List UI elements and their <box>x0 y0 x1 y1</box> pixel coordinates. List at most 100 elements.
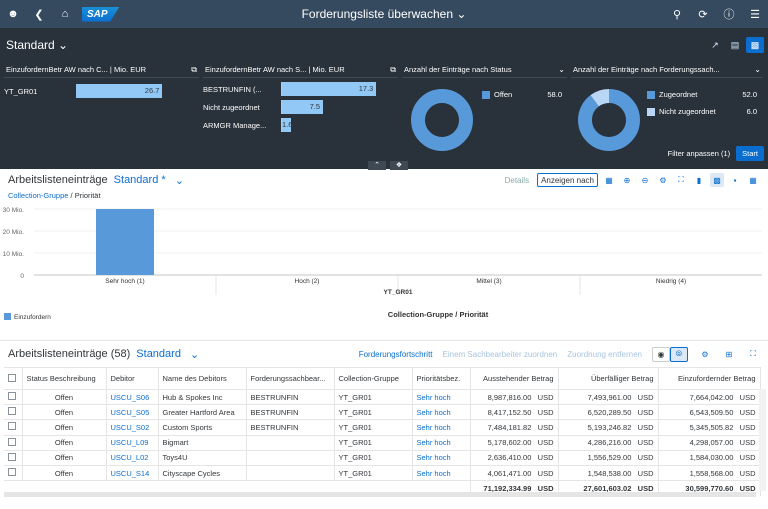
column-header[interactable]: Status Beschreibung <box>22 367 107 390</box>
table-variant[interactable]: Standard <box>136 348 181 360</box>
vertical-scrollbar[interactable] <box>759 389 766 491</box>
card-amount-by-agent[interactable]: EinzufordernBetr AW nach S... | Mio. EUR… <box>203 62 398 160</box>
debitor-link[interactable]: USCU_L09 <box>106 435 159 451</box>
column-header[interactable]: Collection-Gruppe <box>334 367 413 390</box>
row-checkbox[interactable] <box>8 392 16 401</box>
column-header[interactable]: Prioritätsbez. <box>412 367 471 390</box>
debitor-link[interactable]: USCU_S06 <box>106 389 159 406</box>
open-dialog-icon[interactable]: ⧉ <box>390 64 396 74</box>
row-checkbox[interactable] <box>8 437 16 446</box>
chevron-down-icon[interactable]: ⌄ <box>456 7 467 21</box>
legend-item[interactable]: Nicht zugeordnet 6.0 <box>647 107 757 116</box>
table-row[interactable]: Offen USCU_L02 Toys4U YT_GR01 Sehr hoch 2,636… <box>4 450 761 466</box>
chevron-down-icon[interactable]: ⌄ <box>186 348 200 361</box>
app-title[interactable]: Forderungsliste überwachen <box>301 7 453 21</box>
zoom-out-icon[interactable]: ⊖ <box>641 175 649 185</box>
chart-view-icon[interactable]: ▪ <box>733 175 737 185</box>
chevron-down-icon[interactable]: ⌄ <box>558 65 565 74</box>
horizontal-scrollbar[interactable] <box>4 492 756 497</box>
help-icon[interactable]: ⓘ <box>723 9 735 21</box>
card-count-by-status[interactable]: Anzahl der Einträge nach Status ⌄ Offen 5… <box>402 62 567 160</box>
table-view-icon[interactable]: ▦ <box>749 175 757 185</box>
fullscreen-icon[interactable]: ⛶ <box>678 175 684 184</box>
chevron-down-icon[interactable]: ⌄ <box>54 38 69 52</box>
debitor-link[interactable]: USCU_L02 <box>106 450 159 466</box>
card-count-by-agent[interactable]: Anzahl der Einträge nach Forderungssach.… <box>571 62 763 160</box>
card-amount-by-group[interactable]: EinzufordernBetr AW nach C... | Mio. EUR… <box>4 62 199 160</box>
row-select-cell[interactable] <box>4 465 23 482</box>
table-row[interactable]: Offen USCU_S14 Cityscape Cycles YT_GR01 Sehr… <box>4 465 761 482</box>
column-header[interactable]: Debitor <box>106 367 159 390</box>
home-icon[interactable]: ⌂ <box>61 8 69 20</box>
priority-link[interactable]: Sehr hoch <box>412 389 471 406</box>
hide-icon[interactable]: ⦾ <box>670 346 688 362</box>
details-button[interactable]: Details <box>504 175 530 185</box>
settings-icon[interactable]: ⚙ <box>659 175 667 185</box>
legend-toggle-icon[interactable]: ▦ <box>605 175 613 185</box>
row-checkbox[interactable] <box>8 407 16 416</box>
show-by-button[interactable]: Anzeigen nach <box>537 173 598 187</box>
assistant-icon[interactable]: ⟳ <box>698 8 708 21</box>
chart-type-icon[interactable]: ▮ <box>696 175 702 185</box>
select-all-cell[interactable] <box>4 367 23 390</box>
visual-filter-icon[interactable]: ▩ <box>746 37 764 53</box>
user-icon[interactable]: ☻ <box>7 8 19 20</box>
start-button[interactable]: Start <box>736 146 764 161</box>
row-checkbox[interactable] <box>8 468 16 477</box>
zoom-in-icon[interactable]: ⊕ <box>623 175 631 185</box>
bar-1[interactable] <box>96 209 154 275</box>
chart-table-view-icon[interactable]: ▩ <box>710 173 724 187</box>
donut-slice[interactable] <box>578 89 640 151</box>
priority-link[interactable]: Sehr hoch <box>412 419 471 436</box>
sap-logo[interactable]: SAP <box>82 6 120 22</box>
notifications-icon[interactable]: ☰ <box>750 8 760 21</box>
debitor-link[interactable]: USCU_S14 <box>106 465 159 482</box>
export-icon[interactable]: ⊞ <box>725 349 733 359</box>
debitor-link[interactable]: USCU_S05 <box>106 404 159 421</box>
collapse-header-icon[interactable]: ⌃ <box>368 161 386 170</box>
column-header[interactable]: Name des Debitors <box>158 367 247 390</box>
row-select-cell[interactable] <box>4 389 23 406</box>
priority-link[interactable]: Sehr hoch <box>412 404 471 421</box>
bar-chart[interactable]: 0 10 Mio. 20 Mio. 30 Mio. Sehr hoch (1) Hoch … <box>0 203 768 339</box>
fullscreen-icon[interactable]: ⛶ <box>750 349 756 358</box>
chevron-down-icon[interactable]: ⌄ <box>171 174 184 187</box>
row-checkbox[interactable] <box>8 422 16 431</box>
bar-row[interactable]: Nicht zugeordnet 7.5 <box>203 100 398 114</box>
column-header[interactable]: Forderungssachbear... <box>246 367 335 390</box>
select-all-checkbox[interactable] <box>8 373 16 382</box>
table-row[interactable]: Offen USCU_S02 Custom Sports BESTRUNFIN YT_G… <box>4 419 761 436</box>
remove-assignment-button[interactable]: Zuordnung entfernen <box>567 349 642 359</box>
priority-link[interactable]: Sehr hoch <box>412 435 471 451</box>
bar-row[interactable]: BESTRUNFIN (... 17.3 <box>203 82 398 96</box>
bar-row[interactable]: YT_GR01 26.7 <box>4 84 199 98</box>
bar-row[interactable]: ARMGR Manage... 1.6 <box>203 118 398 132</box>
priority-link[interactable]: Sehr hoch <box>412 450 471 466</box>
debitor-link[interactable]: USCU_S02 <box>106 419 159 436</box>
chevron-down-icon[interactable]: ⌄ <box>754 65 761 74</box>
donut-chart[interactable] <box>402 78 482 158</box>
pin-header-icon[interactable]: ❖ <box>390 161 408 170</box>
row-checkbox[interactable] <box>8 452 16 461</box>
compact-filter-icon[interactable]: ▤ <box>730 39 740 50</box>
row-select-cell[interactable] <box>4 450 23 466</box>
priority-link[interactable]: Sehr hoch <box>412 465 471 482</box>
table-row[interactable]: Offen USCU_L09 Bigmart YT_GR01 Sehr hoch 5,17… <box>4 435 761 451</box>
open-dialog-icon[interactable]: ⧉ <box>191 64 197 74</box>
assign-agent-button[interactable]: Einem Sachbearbeiter zuordnen <box>442 349 558 359</box>
progress-button[interactable]: Forderungsfortschritt <box>358 349 433 359</box>
donut-chart[interactable] <box>571 78 647 158</box>
donut-slice[interactable] <box>578 89 640 151</box>
adapt-filters-button[interactable]: Filter anpassen (1) <box>667 149 731 158</box>
back-icon[interactable]: ❮ <box>34 8 44 21</box>
settings-icon[interactable]: ⚙ <box>701 349 709 359</box>
search-icon[interactable]: ⚲ <box>672 8 682 21</box>
table-row[interactable]: Offen USCU_S06 Hub & Spokes Inc BESTRUNFIN Y… <box>4 389 761 406</box>
legend-item[interactable]: Offen 58.0 <box>482 90 562 99</box>
column-header[interactable]: Überfälliger Betrag <box>558 367 659 390</box>
column-header[interactable]: Einzufordernder Betrag <box>658 367 761 390</box>
share-icon[interactable]: ↗ <box>711 39 719 50</box>
legend-swatch[interactable] <box>4 313 11 320</box>
column-header[interactable]: Ausstehender Betrag <box>470 367 559 390</box>
row-select-cell[interactable] <box>4 404 23 421</box>
